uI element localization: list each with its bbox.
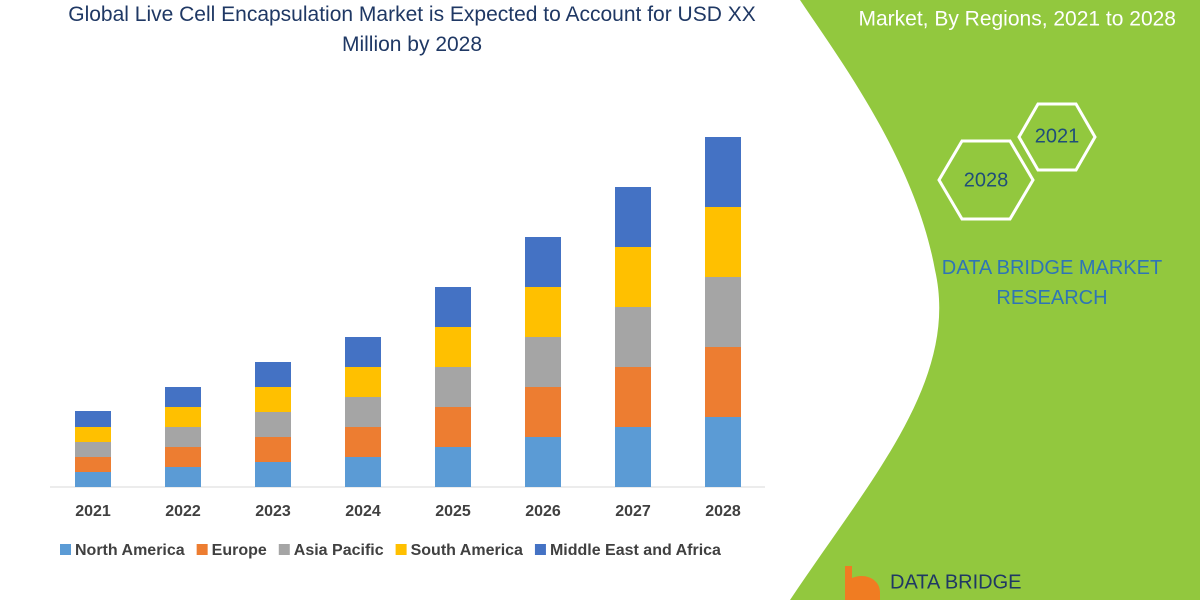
x-tick-label: 2022 (165, 503, 201, 520)
x-tick-label: 2026 (525, 503, 561, 520)
bar-segment (705, 347, 741, 417)
bar-segment (165, 427, 201, 447)
bar-segment (255, 437, 291, 462)
bar-segment (75, 442, 111, 457)
bar-segment (75, 457, 111, 472)
brand-text: DATA BRIDGE MARKET RESEARCH (941, 257, 1163, 309)
bar-segment (705, 137, 741, 207)
bar-segment (435, 407, 471, 447)
legend-label: South America (411, 542, 523, 559)
bar-segment (255, 387, 291, 412)
bar-segment (525, 337, 561, 387)
bar-segment (165, 387, 201, 407)
legend-swatch (60, 544, 71, 555)
bar-segment (255, 412, 291, 437)
hexagon (1017, 102, 1097, 172)
bar-segment (525, 287, 561, 337)
legend-label: North America (75, 542, 185, 559)
bar-segment (345, 367, 381, 397)
hexagon-label: 2021 (1035, 125, 1080, 147)
logo-icon (845, 566, 880, 600)
legend-swatch (395, 544, 407, 555)
bar-segment (75, 411, 111, 427)
bar-segment (705, 277, 741, 347)
x-tick-label: 2023 (255, 503, 291, 520)
x-tick-label: 2028 (705, 503, 741, 520)
hexagon (937, 139, 1035, 221)
x-tick-label: 2021 (75, 503, 111, 520)
bar-segment (615, 187, 651, 247)
x-tick-label: 2024 (345, 503, 381, 520)
sidebar-heading: Market, By Regions, 2021 to 2028 (858, 8, 1176, 31)
bar-segment (435, 287, 471, 327)
bar-segment (75, 472, 111, 487)
bar-segment (345, 337, 381, 367)
bar-segment (615, 427, 651, 487)
legend-swatch (278, 544, 290, 555)
bar-segment (435, 367, 471, 407)
bar-segment (255, 362, 291, 387)
x-tick-label: 2025 (435, 503, 471, 520)
legend-label: Europe (212, 542, 267, 559)
bar-segment (525, 437, 561, 487)
bar-segment (705, 417, 741, 487)
bar-segment (435, 327, 471, 367)
legend-swatch (196, 544, 208, 555)
bar-segment (345, 397, 381, 427)
bar-segment (345, 427, 381, 457)
bar-segment (615, 367, 651, 427)
bar-segment (165, 467, 201, 487)
legend-swatch (534, 544, 546, 555)
hexagon-label: 2028 (964, 169, 1009, 191)
side-panel (790, 0, 1200, 600)
bar-segment (705, 207, 741, 277)
bar-segment (345, 457, 381, 487)
x-tick-label: 2027 (615, 503, 651, 520)
bar-segment (525, 387, 561, 437)
plot: 2021 2022 2023 2024 2025 2026 2027 2028 North Am… (60, 137, 741, 559)
bar-segment (255, 462, 291, 487)
bar-segment (165, 447, 201, 467)
chart-title: Global Live Cell Encapsulation Market is… (68, 3, 756, 56)
bar-segment (165, 407, 201, 427)
bar-segment (75, 427, 111, 442)
legend-label: Asia Pacific (294, 542, 384, 559)
bar-segment (615, 307, 651, 367)
logo-text: DATA BRIDGE (890, 571, 1022, 593)
bar-segment (525, 237, 561, 287)
legend-label: Middle East and Africa (550, 542, 721, 559)
bar-segment (435, 447, 471, 487)
bar-segment (615, 247, 651, 307)
